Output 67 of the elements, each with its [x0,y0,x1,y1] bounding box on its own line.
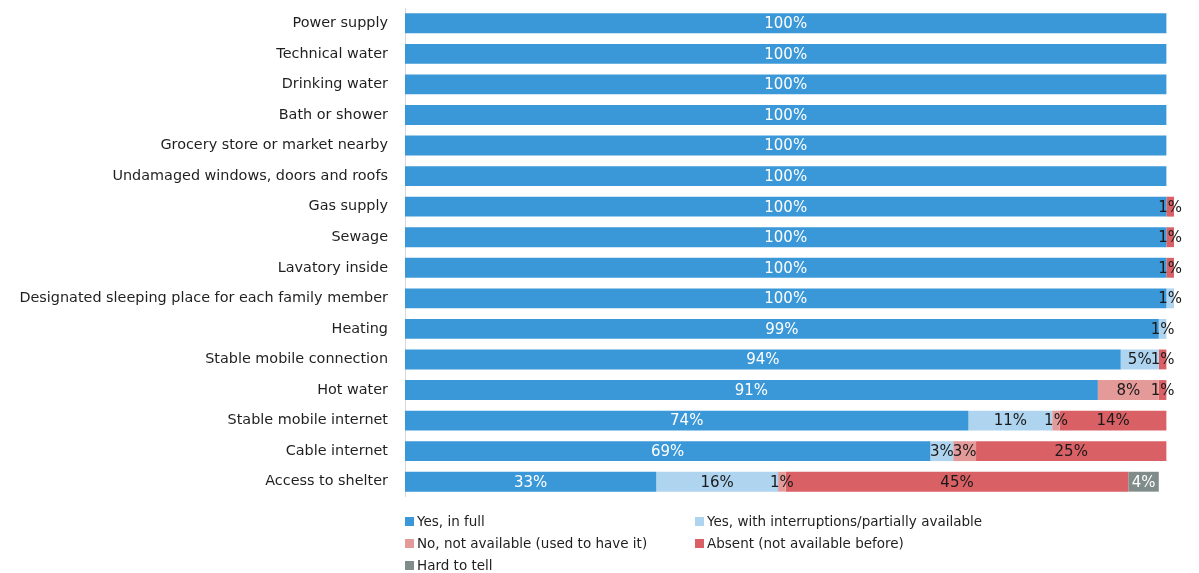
data-label: 33% [513,472,548,491]
data-label: 91% [734,380,769,399]
bar [405,380,1098,400]
bar [405,13,1167,34]
data-label: 45% [940,472,974,491]
data-label: 14% [1096,411,1130,430]
bar [405,471,657,492]
y-tick-label: Technical water [275,44,389,61]
y-tick-label: Grocery store or market nearby [160,136,389,153]
data-label: 1% [1150,319,1175,338]
y-tick-label: Drinking water [281,75,389,92]
y-tick-label: Sewage [331,227,389,244]
data-label: 69% [651,442,685,461]
data-label: 1% [1044,411,1068,430]
y-tick-label: Access to shelter [265,472,389,489]
bar [405,135,1167,156]
legend-label: Hard to tell [417,557,493,573]
data-label: 25% [1054,442,1088,461]
bar [405,105,1167,125]
data-label: 1% [769,472,794,491]
data-label: 8% [1116,380,1141,399]
data-label: 100% [764,166,808,185]
data-label: 3% [952,442,977,461]
bar [405,43,1167,64]
data-label: 1% [1150,380,1175,399]
data-label: 94% [746,350,780,369]
data-label: 100% [764,289,808,308]
data-label: 74% [670,411,704,430]
y-tick-label: Lavatory inside [277,258,389,275]
y-tick-label: Heating [331,319,388,336]
data-label: 16% [700,472,734,491]
y-tick-label: Bath or shower [278,105,389,122]
data-label: 1% [1158,258,1183,277]
bar [405,74,1167,95]
bar [405,410,969,431]
data-label: 1% [1158,197,1183,216]
y-tick-label: Stable mobile internet [227,411,389,428]
y-tick-label: Hot water [317,380,389,397]
data-label: 100% [764,44,808,63]
data-label: 11% [993,411,1027,430]
y-tick-label: Power supply [292,14,389,31]
bar [405,441,931,462]
bar [405,349,1121,370]
legend-label: No, not available (used to have it) [417,535,648,551]
data-label: 1% [1158,289,1183,308]
data-label: 3% [929,442,954,461]
data-label: 100% [764,75,808,94]
data-label: 1% [1158,228,1183,247]
data-label: 100% [764,228,808,247]
legend-label: Yes, in full [417,513,485,529]
y-tick-label: Cable internet [285,441,389,458]
data-label: 100% [764,105,808,124]
data-label: 99% [765,319,799,338]
data-label: 100% [764,197,808,216]
y-tick-label: Undamaged windows, doors and roofs [112,166,388,183]
bar [976,441,1167,462]
data-label: 5% [1127,350,1152,369]
data-label: 100% [764,258,808,277]
y-tick-label: Stable mobile connection [205,350,388,367]
y-tick-label: Designated sleeping place for each family member [19,289,389,306]
legend-label: Absent (not available before) [707,535,904,551]
legend-label: Yes, with interruptions/partially available [707,513,983,529]
y-tick-label: Gas supply [308,197,389,214]
data-label: 100% [764,136,808,155]
bar [405,166,1167,187]
data-label: 100% [764,14,808,33]
data-label: 4% [1131,472,1156,491]
